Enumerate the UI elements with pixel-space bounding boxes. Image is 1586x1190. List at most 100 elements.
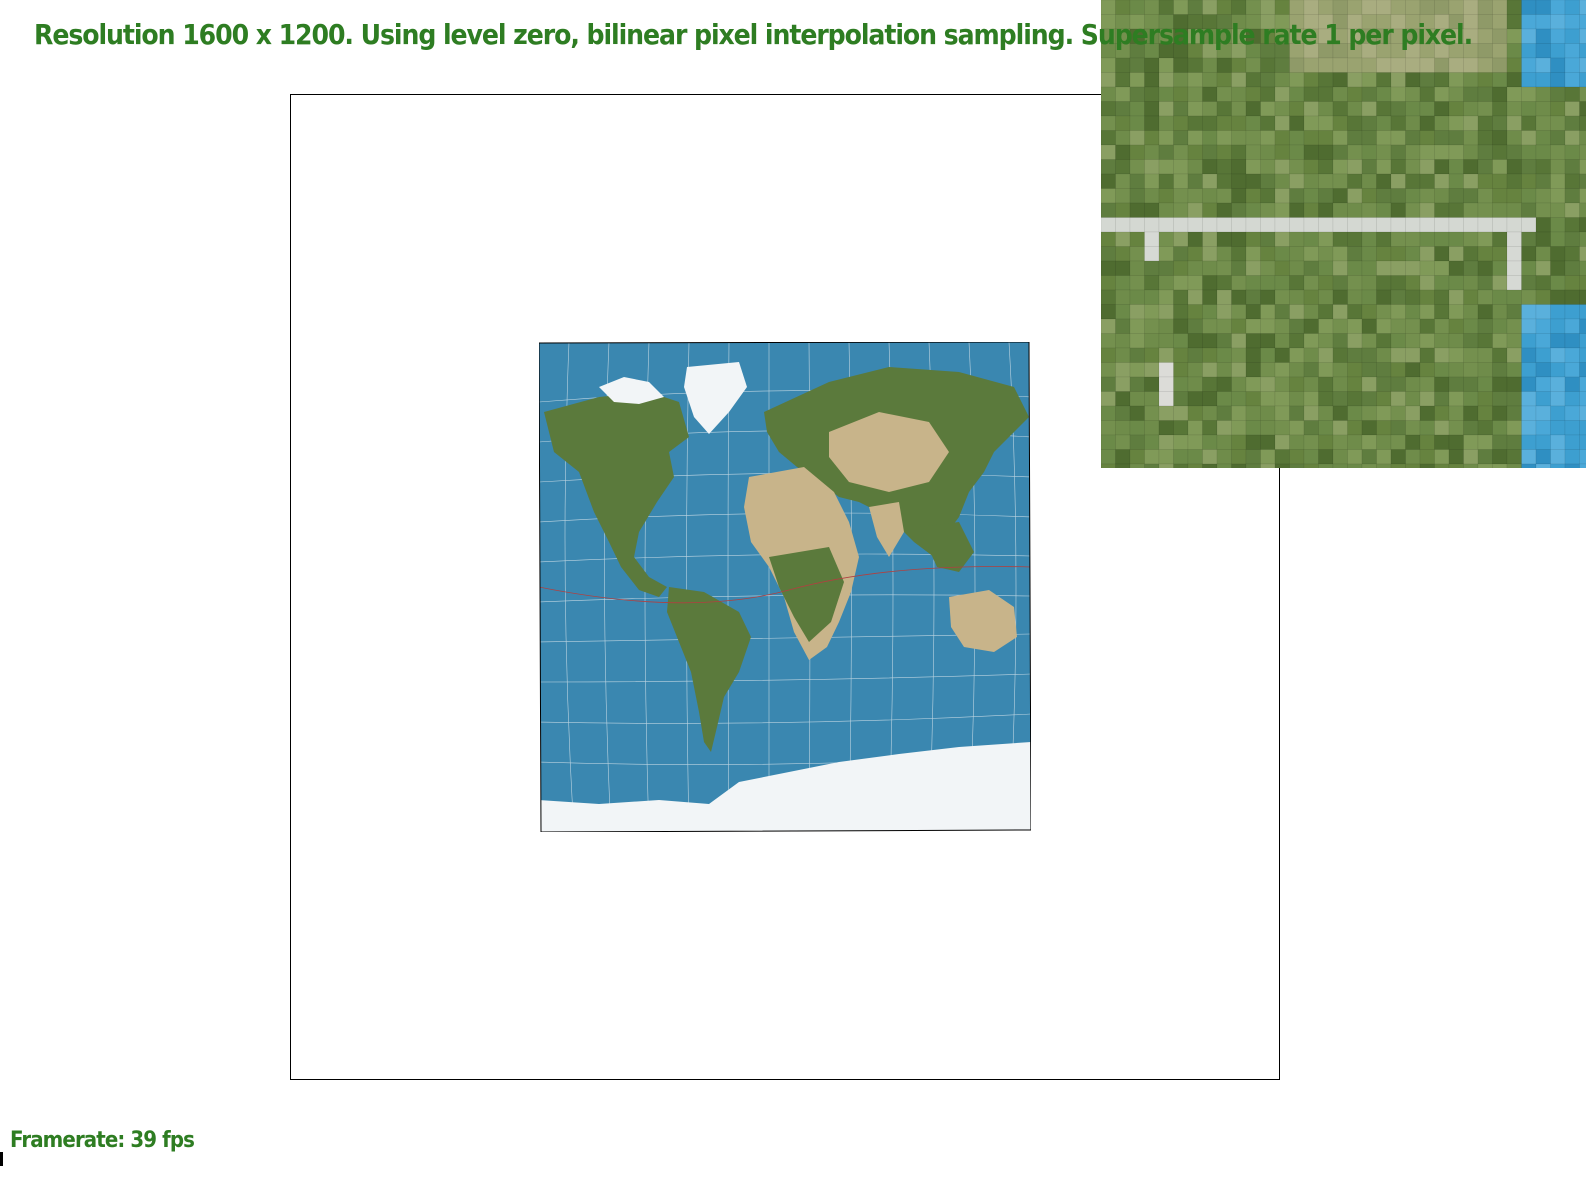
- zoom-pixel-cell: [1564, 289, 1580, 305]
- zoom-pixel-cell: [1405, 246, 1421, 262]
- zoom-pixel-cell: [1303, 246, 1319, 262]
- zoom-pixel-cell: [1463, 86, 1479, 102]
- zoom-pixel-cell: [1332, 347, 1348, 363]
- zoom-pixel-cell: [1564, 275, 1580, 291]
- zoom-pixel-cell: [1245, 333, 1261, 349]
- zoom-pixel-cell: [1318, 420, 1334, 436]
- zoom-pixel-cell: [1260, 347, 1276, 363]
- zoom-pixel-cell: [1521, 304, 1537, 320]
- zoom-pixel-cell: [1289, 449, 1305, 465]
- zoom-pixel-cell: [1434, 101, 1450, 117]
- zoom-pixel-cell: [1463, 72, 1479, 88]
- zoom-pixel-cell: [1376, 144, 1392, 160]
- zoom-pixel-cell: [1419, 130, 1435, 146]
- zoom-pixel-cell: [1405, 289, 1421, 305]
- zoom-pixel-cell: [1434, 260, 1450, 276]
- zoom-pixel-cell: [1173, 463, 1189, 468]
- zoom-pixel-cell: [1260, 275, 1276, 291]
- zoom-pixel-cell: [1521, 260, 1537, 276]
- zoom-pixel-cell: [1332, 101, 1348, 117]
- zoom-pixel-cell: [1289, 275, 1305, 291]
- zoom-pixel-cell: [1419, 304, 1435, 320]
- zoom-pixel-cell: [1202, 202, 1218, 218]
- zoom-pixel-cell: [1434, 304, 1450, 320]
- zoom-pixel-cell: [1463, 260, 1479, 276]
- zoom-pixel-cell: [1245, 101, 1261, 117]
- zoom-pixel-cell: [1158, 333, 1174, 349]
- zoom-pixel-cell: [1187, 318, 1203, 334]
- zoom-pixel-cell: [1390, 57, 1406, 73]
- zoom-pixel-cell: [1419, 159, 1435, 175]
- zoom-pixel-cell: [1202, 289, 1218, 305]
- zoom-pixel-cell: [1361, 275, 1377, 291]
- zoom-pixel-cell: [1477, 362, 1493, 378]
- zoom-pixel-cell: [1521, 159, 1537, 175]
- zoom-pixel-cell: [1187, 0, 1203, 15]
- zoom-pixel-cell: [1101, 347, 1116, 363]
- pixel-zoom-inset[interactable]: [1101, 0, 1586, 468]
- zoom-pixel-cell: [1129, 202, 1145, 218]
- zoom-pixel-cell: [1448, 173, 1464, 189]
- zoom-pixel-cell: [1448, 405, 1464, 421]
- zoom-pixel-cell: [1158, 449, 1174, 465]
- zoom-pixel-cell: [1303, 0, 1319, 15]
- zoom-pixel-cell: [1405, 173, 1421, 189]
- zoom-pixel-cell: [1419, 231, 1435, 247]
- zoom-pixel-cell: [1521, 449, 1537, 465]
- zoom-pixel-cell: [1579, 144, 1586, 160]
- zoom-pixel-cell: [1434, 202, 1450, 218]
- zoom-pixel-cell: [1231, 86, 1247, 102]
- zoom-pixel-cell: [1506, 420, 1522, 436]
- zoom-pixel-cell: [1419, 173, 1435, 189]
- zoom-pixel-cell: [1492, 231, 1508, 247]
- zoom-pixel-cell: [1202, 86, 1218, 102]
- zoom-pixel-cell: [1101, 86, 1116, 102]
- zoom-pixel-cell: [1492, 275, 1508, 291]
- zoom-pixel-cell: [1245, 144, 1261, 160]
- zoom-pixel-cell: [1289, 130, 1305, 146]
- zoom-pixel-cell: [1463, 202, 1479, 218]
- zoom-pixel-cell: [1274, 391, 1290, 407]
- zoom-pixel-cell: [1158, 463, 1174, 468]
- zoom-pixel-cell: [1144, 188, 1160, 204]
- world-map-texture-icon[interactable]: [539, 342, 1031, 832]
- zoom-pixel-cell: [1318, 188, 1334, 204]
- zoom-pixel-cell: [1550, 14, 1566, 30]
- zoom-pixel-cell: [1260, 333, 1276, 349]
- zoom-pixel-cell: [1434, 318, 1450, 334]
- zoom-pixel-cell: [1579, 246, 1586, 262]
- zoom-pixel-cell: [1376, 101, 1392, 117]
- zoom-pixel-cell: [1115, 376, 1131, 392]
- zoom-pixel-cell: [1550, 304, 1566, 320]
- zoom-pixel-cell: [1318, 333, 1334, 349]
- zoom-pixel-cell: [1202, 130, 1218, 146]
- zoom-pixel-cell: [1419, 463, 1435, 468]
- zoom-pixel-cell: [1579, 231, 1586, 247]
- zoom-pixel-cell: [1158, 246, 1174, 262]
- zoom-pixel-cell: [1144, 449, 1160, 465]
- zoom-pixel-cell: [1506, 0, 1522, 15]
- zoom-pixel-cell: [1173, 0, 1189, 15]
- australia-land: [949, 590, 1017, 652]
- zoom-pixel-cell: [1390, 405, 1406, 421]
- zoom-pixel-cell: [1579, 391, 1586, 407]
- zoom-pixel-cell: [1434, 391, 1450, 407]
- zoom-pixel-cell: [1477, 347, 1493, 363]
- zoom-pixel-cell: [1144, 86, 1160, 102]
- zoom-pixel-cell: [1492, 391, 1508, 407]
- zoom-pixel-cell: [1550, 28, 1566, 44]
- zoom-pixel-cell: [1492, 289, 1508, 305]
- zoom-pixel-cell: [1231, 130, 1247, 146]
- zoom-pixel-cell: [1477, 173, 1493, 189]
- zoom-pixel-cell: [1492, 434, 1508, 450]
- zoom-pixel-cell: [1521, 144, 1537, 160]
- zoom-pixel-cell: [1477, 57, 1493, 73]
- zoom-pixel-cell: [1115, 347, 1131, 363]
- zoom-pixel-cell: [1245, 159, 1261, 175]
- zoom-pixel-cell: [1202, 57, 1218, 73]
- zoom-pixel-cell: [1289, 246, 1305, 262]
- zoom-pixel-cell: [1419, 246, 1435, 262]
- zoom-pixel-cell: [1303, 115, 1319, 131]
- zoom-pixel-cell: [1477, 275, 1493, 291]
- zoom-pixel-cell: [1216, 144, 1232, 160]
